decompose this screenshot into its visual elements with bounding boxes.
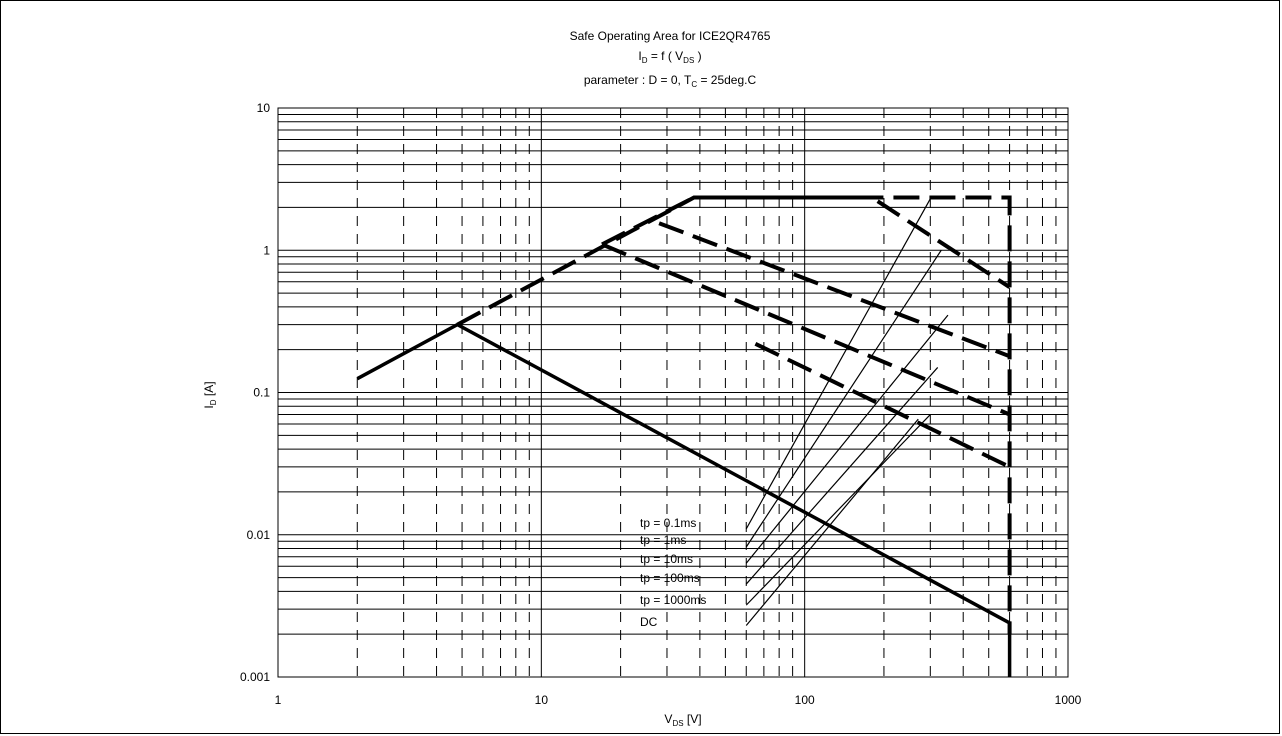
y-tick-label: 10 xyxy=(257,101,271,115)
tick-labels: 1 10 100 1000 0.001 0.01 0.1 1 10 xyxy=(240,101,1082,707)
legend-label-tp-100ms: tp = 100ms xyxy=(640,571,700,585)
series-line-tp-100ms xyxy=(601,242,1011,417)
legend-label-tp-0-1ms: tp = 0.1ms xyxy=(640,516,696,530)
chart-parameter: parameter : D = 0, TC = 25deg.C xyxy=(584,73,757,89)
x-axis-label: VDS [V] xyxy=(664,712,701,728)
y-tick-label: 0.001 xyxy=(240,670,270,684)
x-tick-label: 100 xyxy=(795,693,815,707)
series-group xyxy=(356,195,1012,677)
legend-leader-line xyxy=(745,418,919,626)
legend-leader-line xyxy=(745,249,942,548)
y-axis-label: ID [A] xyxy=(202,381,218,408)
series-line-tp-10ms xyxy=(658,221,1011,359)
series-line-tp-1ms xyxy=(601,195,1011,289)
legend: tp = 0.1ms tp = 1ms tp = 10ms tp = 100ms… xyxy=(640,516,706,629)
legend-label-tp-1000ms: tp = 1000ms xyxy=(640,593,706,607)
legend-leader-line xyxy=(745,414,931,606)
series-line-tp-1000ms xyxy=(754,341,1011,469)
x-tick-label: 10 xyxy=(535,693,549,707)
chart-title: Safe Operating Area for ICE2QR4765 xyxy=(570,29,771,43)
legend-label-tp-1ms: tp = 1ms xyxy=(640,533,686,547)
legend-leaders xyxy=(745,198,949,626)
y-tick-label: 1 xyxy=(263,243,270,257)
legend-leader-line xyxy=(745,314,949,564)
x-tick-label: 1 xyxy=(275,693,282,707)
y-tick-label: 0.1 xyxy=(253,386,270,400)
legend-leader-line xyxy=(745,198,931,530)
chart-subtitle: ID = f ( VDS ) xyxy=(638,49,701,65)
y-tick-label: 0.01 xyxy=(247,528,271,542)
legend-leader-line xyxy=(745,367,939,585)
legend-label-dc: DC xyxy=(640,615,658,629)
series-line-tp-0-1ms xyxy=(456,195,1012,635)
x-tick-label: 1000 xyxy=(1055,693,1082,707)
legend-label-tp-10ms: tp = 10ms xyxy=(640,552,693,566)
series-line-dc xyxy=(356,322,1012,677)
